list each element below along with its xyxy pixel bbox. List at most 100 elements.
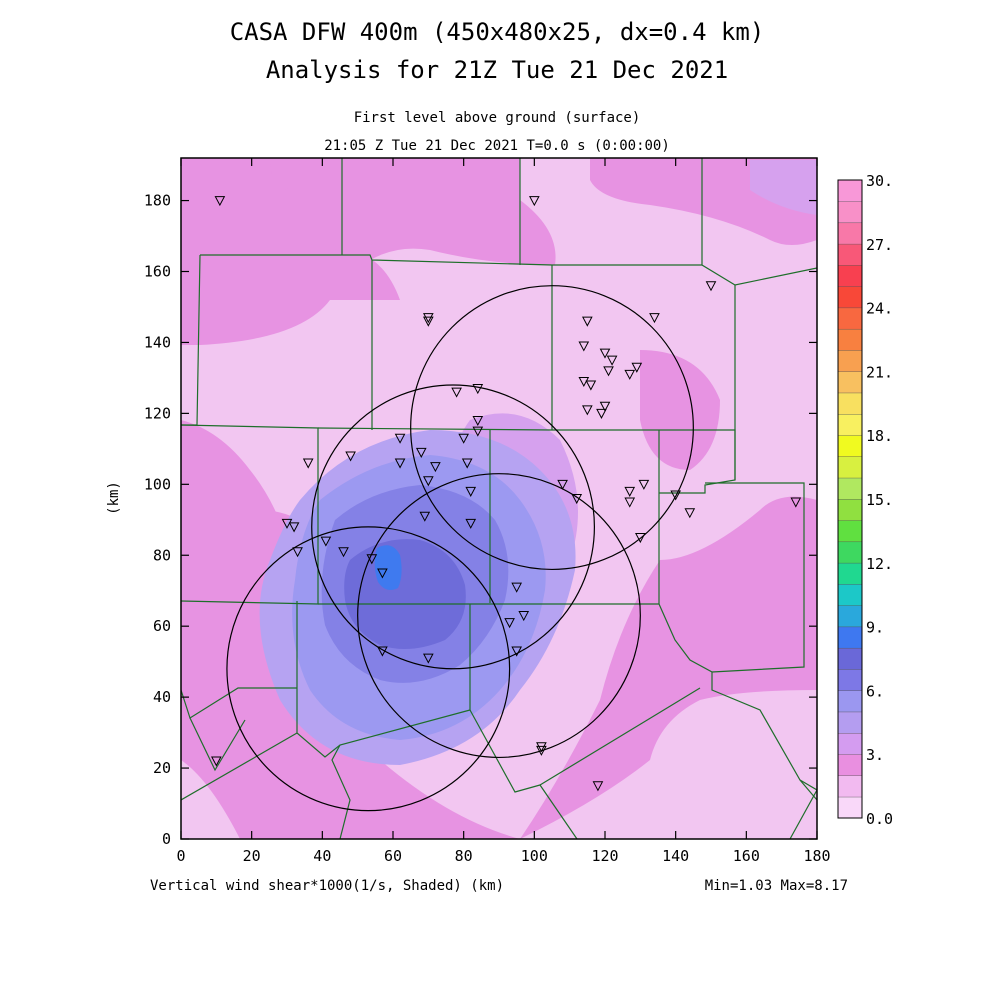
y-tick-label: 0 [162,830,171,848]
y-tick-label: 140 [144,333,171,351]
colorbar-swatch [837,732,863,755]
colorbar-swatch [837,392,863,415]
y-axis-label: (km) [106,481,122,515]
x-axis: 0 20 40 60 80 100 120 140 160 180 [176,158,831,865]
station-marker [790,497,802,508]
colorbar-label: 18. [866,427,893,445]
y-tick-label: 180 [144,192,171,210]
colorbar-swatch [837,413,863,436]
colorbar-swatch [837,520,863,543]
shading-fills [181,158,817,839]
x-tick-label: 120 [591,847,618,865]
colorbar-swatch [837,349,863,372]
colorbar-swatch [837,456,863,479]
station-marker [578,376,590,388]
y-tick-label: 20 [153,759,171,777]
colorbar-swatch [837,690,863,713]
station-marker [288,522,300,533]
station-marker [394,458,406,469]
station-marker [624,369,636,380]
station-marker [345,451,356,462]
station-marker [705,281,717,292]
chart-subtitle-time: 21:05 Z Tue 21 Dec 2021 T=0.0 s (0:00:00… [324,138,670,154]
radar-ring [410,285,694,571]
x-tick-label: 20 [243,847,261,865]
station-marker [281,518,293,529]
station-marker [511,646,522,657]
station-marker [596,408,607,419]
colorbar-label: 15. [866,491,893,509]
station-marker [624,486,636,497]
station-marker [638,479,650,490]
station-marker [536,745,547,756]
colorbar-swatch [837,264,863,287]
station-marker [377,568,388,579]
colorbar-swatch [837,647,863,670]
y-tick-label: 100 [144,475,171,493]
station-marker [366,554,378,565]
station-marker [461,458,473,469]
colorbar-swatch [837,201,863,224]
station-marker [684,508,696,519]
y-axis: 0 20 40 60 80 100 120 140 160 180 [144,192,817,848]
station-marker [504,618,515,629]
station-marker [451,387,462,398]
radar-rings [226,285,694,812]
colorbar-frame [837,179,863,819]
station-marker [631,362,643,373]
colorbar-swatch [837,328,863,351]
station-marker [529,196,540,207]
station-marker [214,196,226,207]
station-marker [211,756,222,767]
colorbar-swatch [837,583,863,606]
station-marker [578,341,590,352]
station-marker [582,405,593,416]
station-marker [394,433,406,444]
station-marker [603,366,614,377]
station-marker [423,476,434,487]
colorbar-swatch [837,435,863,457]
station-marker [472,426,484,437]
station-marker [472,415,484,427]
station-marker [465,486,477,497]
colorbar-swatch [837,754,863,776]
x-tick-label: 180 [803,847,830,865]
radar-ring [357,473,641,759]
colorbar-label: 0.0 [866,810,893,828]
x-tick-label: 100 [521,847,548,865]
footer-minmax: Min=1.03 Max=8.17 [705,878,848,894]
station-marker [599,348,611,359]
station-marker [511,582,522,593]
plot-area [181,158,817,839]
colorbar-swatch [837,307,863,330]
x-tick-label: 40 [313,847,331,865]
colorbar-label: 3. [866,746,884,764]
station-marker [419,511,431,522]
station-marker [585,380,597,391]
station-marker [472,384,484,395]
station-marker [592,781,604,792]
colorbar-swatch [837,668,863,691]
x-tick-label: 140 [662,847,689,865]
station-marker [458,433,469,444]
colorbar-swatch [837,286,863,309]
station-marker [599,401,611,412]
radar-ring [226,526,511,812]
chart-subtitle: First level above ground (surface) [354,110,641,126]
y-tick-label: 80 [153,546,171,564]
x-tick-label: 80 [455,847,473,865]
x-tick-label: 160 [733,847,760,865]
x-tick-label: 60 [384,847,402,865]
chart-title: CASA DFW 400m (450x480x25, dx=0.4 km) [230,18,765,46]
station-marker [582,316,593,327]
station-marker [536,742,547,753]
colorbar-swatch [837,477,863,500]
footer-field-label: Vertical wind shear*1000(1/s, Shaded) (k… [150,878,504,894]
station-marker [557,479,568,490]
station-markers [211,196,802,792]
station-marker [518,611,530,622]
county-boundaries [181,158,817,839]
station-marker [423,313,434,324]
colorbar: 0.0 3. 6. 9. 12. 15. 18. 21. 24. 27. 30. [837,172,893,828]
